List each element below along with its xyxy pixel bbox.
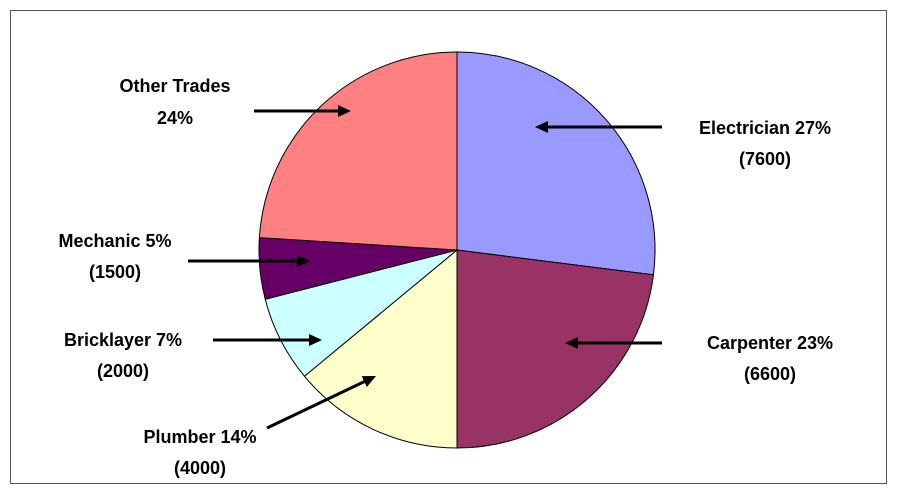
value-plumber: (4000) — [174, 458, 226, 478]
pie-slice-other-trades — [258, 51, 458, 251]
arrow-line-plumber — [266, 380, 365, 430]
value-bricklayer: (2000) — [97, 361, 149, 381]
value-carpenter: (6600) — [744, 364, 796, 384]
value-electrician: (7600) — [739, 149, 791, 169]
pie-slices — [258, 51, 656, 449]
arrow-head-plumber — [361, 376, 376, 388]
label-bricklayer: Bricklayer 7% — [64, 330, 182, 350]
arrow-head-other-trades — [338, 105, 351, 117]
pie-slice-carpenter — [456, 249, 654, 449]
label-mechanic: Mechanic 5% — [58, 231, 171, 251]
pie-slice-electrician — [456, 51, 656, 276]
arrow-head-mechanic — [297, 255, 310, 267]
label-arrows — [188, 105, 662, 430]
arrow-head-bricklayer — [309, 334, 322, 346]
label-plumber: Plumber 14% — [143, 427, 256, 447]
value-mechanic: (1500) — [89, 262, 141, 282]
value-other-trades: 24% — [157, 108, 193, 128]
arrow-head-carpenter — [565, 337, 578, 349]
arrow-head-electrician — [535, 121, 548, 133]
pie-slice-plumber — [303, 248, 458, 449]
label-carpenter: Carpenter 23% — [707, 333, 833, 353]
label-other-trades: Other Trades — [119, 76, 230, 96]
label-electrician: Electrician 27% — [699, 118, 831, 138]
